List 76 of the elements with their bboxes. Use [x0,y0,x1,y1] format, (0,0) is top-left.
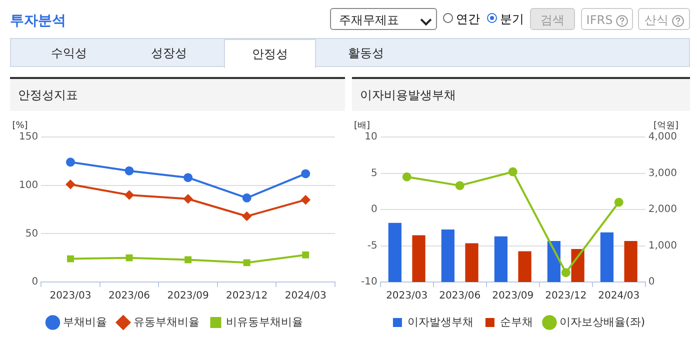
point [561,268,570,278]
y-axis-title: [%] [12,120,28,131]
bar [494,236,508,282]
chart-title: 안정성지표 [10,77,345,111]
legend-label: 이자보상배율(좌) [559,315,646,328]
bar [388,222,402,282]
chart-title: 이자비용발생부채 [352,77,690,111]
point [302,251,310,258]
x-tick-label: 2023/12 [226,290,268,302]
text: 연간 [456,11,480,28]
point [184,194,193,204]
x-tick-label: 2023/06 [108,290,150,302]
x-tick-label: 2024/03 [284,290,326,302]
text: IFRS [586,13,613,27]
text: 분기 [500,11,524,28]
y-tick-label: -5 [367,240,378,252]
point [455,181,464,190]
x-tick-label: 2023/06 [439,290,481,302]
legend-label: 비유동부채비율 [226,315,303,328]
text: 안정성 [224,39,316,68]
point [243,259,250,266]
point [242,212,252,221]
y-tick-label: 150 [18,132,38,143]
point [242,193,252,202]
x-tick-label: 2023/12 [545,290,587,302]
legend-label: 이자발생부채 [407,315,474,328]
y-tick-label: 50 [25,228,38,240]
point [124,190,134,200]
y-axis-title: [배] [354,120,370,131]
text: 수익성 [50,45,88,62]
text: 검색 [530,8,575,30]
text: 투자분석 [10,12,66,30]
point [301,195,310,204]
point [67,255,74,262]
bar [412,235,426,282]
y-tick-label: 0 [370,204,378,216]
bar [441,229,454,282]
x-tick-label: 2023/09 [167,290,209,302]
bar [465,243,478,282]
text: 성장성 [150,45,188,62]
y2-tick-label: 2,000 [648,204,678,216]
y2-tick-label: 0 [648,276,655,288]
bar [518,251,532,282]
point [66,158,75,167]
bar [547,241,560,282]
bar [571,249,584,282]
legend-label: 순부채 [500,315,533,328]
y-tick-label: 0 [32,276,38,288]
y-tick-label: 10 [364,132,378,143]
point [402,172,412,182]
y-tick-label: 100 [18,180,38,191]
x-tick-label: 2023/09 [492,290,534,302]
text: 산식 [644,13,668,27]
point [184,173,193,182]
point [614,198,624,207]
bar [624,241,638,282]
point [184,256,192,264]
point [508,167,518,176]
y2-axis-title: [억원] [653,120,679,131]
x-tick-label: 2023/03 [50,290,92,302]
x-tick-label: 2024/03 [598,290,640,302]
point [66,180,75,189]
bar [600,232,614,282]
y2-tick-label: 1,000 [648,240,678,252]
legend-label: 부채비율 [62,315,107,328]
legend-label: 유동부채비율 [133,315,200,328]
x-tick-label: 2023/03 [386,290,428,302]
y2-tick-label: 3,000 [648,168,678,179]
text: 활동성 [347,45,385,62]
point [126,254,133,262]
y2-tick-label: 4,000 [648,132,678,143]
text: 주재무제표 [330,8,437,30]
y-tick-label: -10 [360,276,378,288]
point [301,169,310,178]
point [124,166,134,176]
y-tick-label: 5 [370,168,378,179]
